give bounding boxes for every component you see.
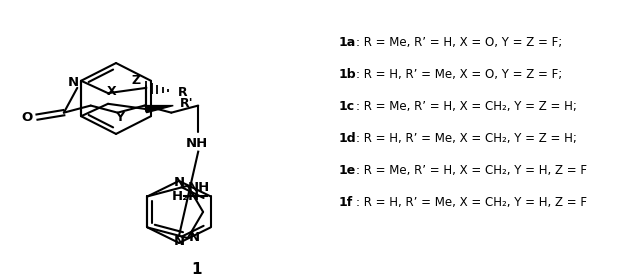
Text: N: N (189, 231, 200, 244)
Text: N: N (173, 176, 184, 189)
Text: 1a: 1a (339, 37, 356, 50)
Text: O: O (22, 111, 33, 124)
Text: R: R (178, 86, 188, 99)
Text: NH: NH (186, 137, 209, 150)
Text: Y: Y (115, 111, 124, 124)
Text: : R = Me, R’ = H, X = O, Y = Z = F;: : R = Me, R’ = H, X = O, Y = Z = F; (356, 37, 562, 50)
Text: 1f: 1f (339, 196, 353, 209)
Text: NH: NH (188, 181, 211, 194)
Text: 1c: 1c (339, 100, 355, 113)
Text: 1b: 1b (339, 68, 356, 81)
Text: : R = H, R’ = Me, X = O, Y = Z = F;: : R = H, R’ = Me, X = O, Y = Z = F; (356, 68, 562, 81)
Text: N: N (68, 76, 79, 89)
Text: X: X (107, 85, 116, 98)
Text: 1: 1 (191, 262, 202, 277)
Text: R': R' (180, 97, 193, 110)
Text: 1d: 1d (339, 132, 356, 145)
Text: : R = H, R’ = Me, X = CH₂, Y = Z = H;: : R = H, R’ = Me, X = CH₂, Y = Z = H; (356, 132, 577, 145)
Text: 1e: 1e (339, 164, 356, 177)
Text: Z: Z (131, 74, 140, 87)
Polygon shape (147, 106, 173, 113)
Text: H₂N: H₂N (172, 190, 200, 203)
Text: : R = Me, R’ = H, X = CH₂, Y = H, Z = F: : R = Me, R’ = H, X = CH₂, Y = H, Z = F (356, 164, 587, 177)
Text: : R = H, R’ = Me, X = CH₂, Y = H, Z = F: : R = H, R’ = Me, X = CH₂, Y = H, Z = F (356, 196, 587, 209)
Text: : R = Me, R’ = H, X = CH₂, Y = Z = H;: : R = Me, R’ = H, X = CH₂, Y = Z = H; (356, 100, 577, 113)
Text: N: N (173, 235, 184, 248)
